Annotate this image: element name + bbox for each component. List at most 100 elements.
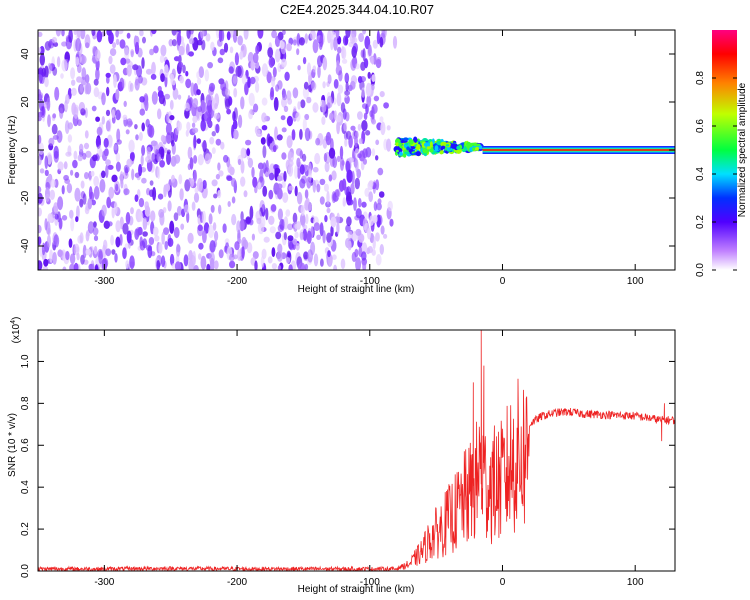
noise-blob xyxy=(190,177,195,188)
noise-blob xyxy=(57,196,64,211)
noise-blob xyxy=(292,39,297,46)
noise-blob xyxy=(213,193,218,199)
noise-blob xyxy=(233,129,239,140)
noise-blob xyxy=(47,213,53,223)
noise-blob xyxy=(70,67,76,80)
noise-blob xyxy=(49,249,54,263)
noise-blob xyxy=(275,231,282,240)
noise-blob xyxy=(172,87,179,100)
noise-blob xyxy=(371,56,375,65)
noise-blob xyxy=(65,151,72,157)
noise-blob xyxy=(361,87,366,98)
noise-blob xyxy=(116,139,122,145)
noise-blob xyxy=(294,185,298,197)
noise-blob xyxy=(350,125,356,131)
noise-blob xyxy=(268,189,274,200)
noise-blob xyxy=(193,192,200,203)
snr-y-scale-base: (x10 xyxy=(11,323,22,343)
noise-blob xyxy=(373,95,380,102)
y-tick-label: 1.0 xyxy=(20,354,31,368)
noise-blob xyxy=(345,224,351,233)
signal-blob xyxy=(445,144,450,147)
noise-blob xyxy=(226,108,232,115)
noise-blob xyxy=(296,48,300,56)
noise-blob xyxy=(371,84,375,91)
noise-blob xyxy=(92,154,98,162)
noise-blob xyxy=(52,251,57,265)
noise-blob xyxy=(69,263,75,270)
noise-blob xyxy=(326,190,330,205)
noise-blob xyxy=(119,39,126,49)
noise-blob xyxy=(156,260,161,270)
noise-blob xyxy=(157,108,162,120)
noise-blob xyxy=(69,253,76,265)
noise-blob xyxy=(220,141,225,150)
noise-blob xyxy=(302,228,308,241)
noise-blob xyxy=(331,170,337,181)
noise-blob xyxy=(142,231,148,237)
noise-blob xyxy=(169,99,174,110)
noise-blob xyxy=(371,118,376,125)
noise-blob xyxy=(171,30,177,36)
noise-blob xyxy=(191,122,196,128)
noise-blob xyxy=(357,111,363,120)
noise-blob xyxy=(324,161,330,173)
noise-blob xyxy=(230,177,237,187)
noise-blob xyxy=(164,183,171,192)
noise-blob xyxy=(39,53,45,66)
noise-blob xyxy=(178,174,183,185)
noise-blob xyxy=(307,249,313,263)
noise-blob xyxy=(338,70,343,82)
noise-blob xyxy=(171,140,175,147)
noise-blob xyxy=(47,114,51,128)
noise-blob xyxy=(312,166,319,173)
noise-blob xyxy=(202,179,207,190)
noise-blob xyxy=(302,153,307,162)
noise-blob xyxy=(312,65,317,73)
noise-blob xyxy=(363,112,368,121)
noise-blob xyxy=(82,244,87,259)
noise-blob xyxy=(142,36,146,44)
noise-blob xyxy=(75,38,82,52)
noise-blob xyxy=(375,139,380,146)
noise-blob xyxy=(245,216,251,224)
noise-blob xyxy=(362,30,366,35)
noise-blob xyxy=(232,30,238,43)
noise-blob xyxy=(386,125,391,131)
noise-blob xyxy=(39,168,45,174)
noise-blob xyxy=(126,158,133,168)
signal-blob xyxy=(450,143,458,149)
noise-blob xyxy=(317,65,321,79)
signal-blob xyxy=(422,148,430,154)
noise-blob xyxy=(53,202,59,213)
noise-blob xyxy=(361,242,368,255)
x-tick-label: 0 xyxy=(500,577,506,588)
signal-blob xyxy=(423,142,431,148)
noise-blob xyxy=(271,76,276,88)
noise-blob xyxy=(200,255,207,270)
y-tick-label: 0.2 xyxy=(20,522,31,536)
noise-blob xyxy=(247,76,251,89)
noise-blob xyxy=(327,74,332,84)
noise-blob xyxy=(346,196,351,202)
noise-blob xyxy=(330,38,334,51)
noise-blob xyxy=(74,171,80,179)
noise-blob xyxy=(358,197,362,208)
noise-blob xyxy=(137,226,143,236)
noise-blob xyxy=(61,30,65,37)
noise-blob xyxy=(243,30,249,40)
y-tick-label: 0.0 xyxy=(20,564,31,578)
snr-panel: -300 -200 -100 0 100 0.0 0.2 0.4 0.6 0.8 1.0 Heig… xyxy=(7,317,676,595)
noise-blob xyxy=(146,146,151,154)
noise-blob xyxy=(168,39,174,47)
noise-blob xyxy=(173,212,179,222)
noise-blob xyxy=(270,87,274,98)
noise-blob xyxy=(150,73,157,80)
noise-blob xyxy=(268,215,275,225)
noise-blob xyxy=(255,61,260,69)
signal-blob xyxy=(475,146,479,151)
noise-blob xyxy=(277,188,283,200)
noise-blob xyxy=(208,213,213,225)
noise-blob xyxy=(173,56,180,62)
